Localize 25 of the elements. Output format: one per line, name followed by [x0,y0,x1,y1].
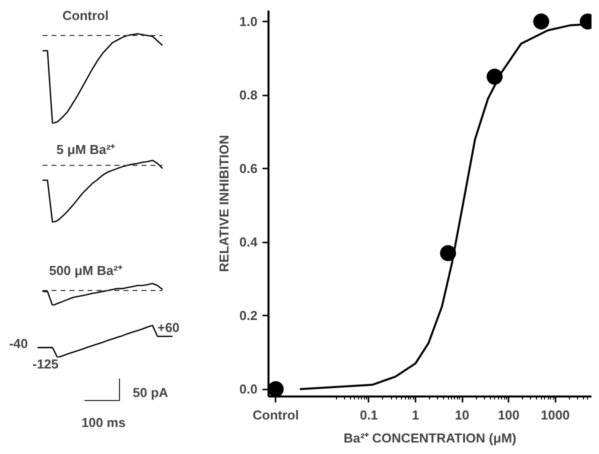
text: -40 [9,336,28,351]
text: 50 pA [132,385,169,400]
point [486,68,503,85]
chart-title: Control [62,8,109,23]
y-tick-label: 0.0 [239,382,258,397]
annotation: +60 [157,320,180,335]
point [440,245,456,262]
y-tick-label: 1.0 [239,14,258,30]
x-tick-label: 100 [498,408,520,422]
y-tick-label: 0.4 [239,234,258,250]
x-axis-title: Ba²⁺ CONCENTRATION (μM) [344,430,516,446]
x-tick-label: 10 [454,408,470,422]
text: 100 ms [81,415,126,430]
x-tick-label: 1000 [540,408,570,422]
chart-title: 5 μM Ba²⁺ [56,142,116,157]
y-tick-label: 0.8 [239,88,258,103]
point [533,14,550,30]
chart-title: 500 μM Ba²⁺ [49,263,123,278]
y-tick-label: 0.2 [239,308,258,324]
y-axis-title: RELATIVE INHIBITION [216,135,232,272]
x-tick-label: 1 [412,408,420,422]
x-tick-label: Control [252,408,299,422]
annotation: -125 [32,356,59,372]
y-tick-label: 0.6 [239,161,258,176]
x-tick-label: 0.1 [360,408,378,422]
